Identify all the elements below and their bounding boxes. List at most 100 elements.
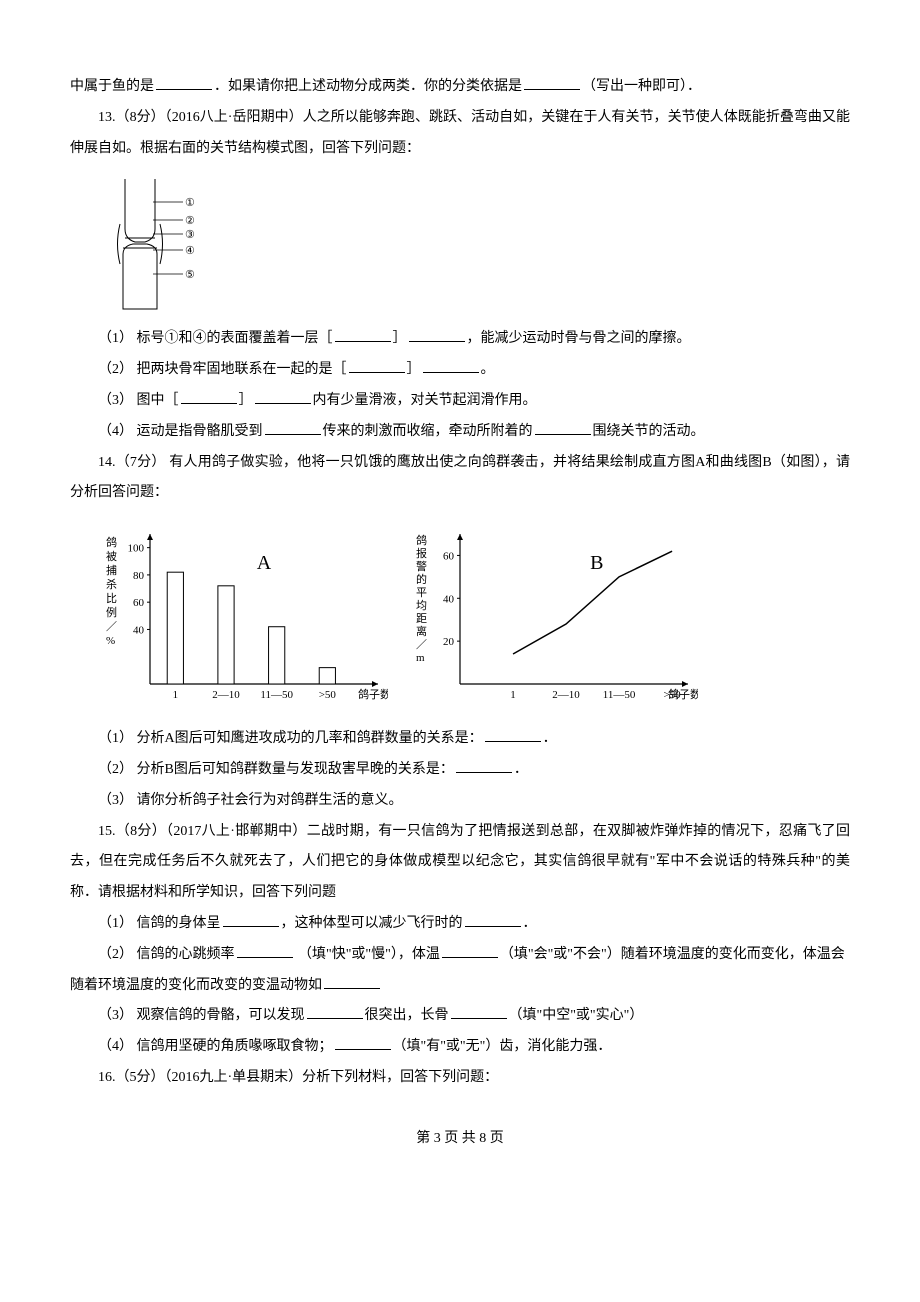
svg-text:／: ／ bbox=[106, 620, 117, 633]
text: 16.（5分）（2016九上·单县期末）分析下列材料，回答下列问题： bbox=[98, 1070, 498, 1085]
blank bbox=[349, 356, 405, 373]
footer-text: 第 3 页 共 8 页 bbox=[416, 1131, 504, 1146]
blank bbox=[442, 941, 498, 958]
svg-text:2—10: 2—10 bbox=[212, 689, 240, 701]
svg-text:1: 1 bbox=[510, 689, 516, 701]
joint-diagram: ①②③④⑤ bbox=[105, 174, 850, 314]
text: （填"有"或"无"）齿，消化能力强． bbox=[393, 1039, 612, 1054]
blank bbox=[255, 387, 311, 404]
svg-text:④: ④ bbox=[185, 245, 195, 257]
svg-text:／: ／ bbox=[416, 638, 427, 651]
svg-text:警: 警 bbox=[416, 559, 427, 573]
svg-text:距: 距 bbox=[416, 612, 427, 625]
blank bbox=[223, 910, 279, 927]
blank bbox=[181, 387, 237, 404]
q14-sub2: （2） 分析B图后可知鸽群数量与发现敌害早晚的关系是： ． bbox=[70, 755, 850, 786]
q15-header: 15.（8分）（2017八上·邯郸期中）二战时期，有一只信鸽为了把情报送到总部，… bbox=[70, 817, 850, 909]
svg-text:B: B bbox=[590, 552, 603, 574]
text: （1） 信鸽的身体呈 bbox=[98, 916, 221, 931]
text: （2） 把两块骨牢固地联系在一起的是［ bbox=[98, 362, 347, 377]
svg-text:40: 40 bbox=[133, 625, 145, 637]
text: 围绕关节的活动。 bbox=[593, 424, 705, 439]
blank bbox=[335, 326, 391, 343]
q13-sub4: （4） 运动是指骨骼肌受到传来的刺激而收缩，牵动所附着的围绕关节的活动。 bbox=[70, 417, 850, 448]
blank bbox=[237, 941, 293, 958]
svg-text:>50: >50 bbox=[319, 689, 337, 701]
text: ，这种体型可以减少飞行时的 bbox=[281, 916, 463, 931]
svg-text:的: 的 bbox=[416, 572, 427, 586]
text: ］ bbox=[407, 362, 421, 377]
svg-text:①: ① bbox=[185, 197, 195, 209]
q16-header: 16.（5分）（2016九上·单县期末）分析下列材料，回答下列问题： bbox=[70, 1063, 850, 1094]
blank bbox=[324, 972, 380, 989]
blank bbox=[535, 418, 591, 435]
svg-text:离: 离 bbox=[416, 624, 427, 638]
svg-text:80: 80 bbox=[133, 570, 145, 582]
text: ． bbox=[543, 731, 557, 746]
svg-text:m: m bbox=[416, 652, 425, 664]
blank bbox=[485, 725, 541, 742]
q15-sub4: （4） 信鸽用坚硬的角质喙啄取食物； （填"有"或"无"）齿，消化能力强． bbox=[70, 1032, 850, 1063]
svg-text:被: 被 bbox=[106, 550, 117, 563]
chart-b-box: 鸽报警的平均距离／m20406012—1011—50>50B鸽子数／只 bbox=[408, 524, 698, 709]
text: （1） 标号①和④的表面覆盖着一层［ bbox=[98, 331, 333, 346]
svg-text:例: 例 bbox=[106, 605, 117, 619]
text: 很突出，长骨 bbox=[365, 1008, 449, 1023]
svg-text:平: 平 bbox=[416, 587, 427, 599]
svg-text:11—50: 11—50 bbox=[260, 689, 293, 701]
q13-header: 13.（8分）（2016八上·岳阳期中）人之所以能够奔跑、跳跃、活动自如，关键在… bbox=[70, 103, 850, 165]
text: 14.（7分） 有人用鸽子做实验，他将一只饥饿的鹰放出使之向鸽群袭击，并将结果绘… bbox=[70, 455, 850, 501]
svg-text:报: 报 bbox=[416, 546, 427, 560]
blank bbox=[451, 1003, 507, 1020]
blank bbox=[465, 910, 521, 927]
blank bbox=[524, 73, 580, 90]
text: ． bbox=[523, 916, 537, 931]
blank bbox=[156, 73, 212, 90]
blank bbox=[307, 1003, 363, 1020]
q15-sub2: （2） 信鸽的心跳频率 （填"快"或"慢"），体温（填"会"或"不会"）随着环境… bbox=[70, 940, 850, 1002]
svg-text:60: 60 bbox=[133, 597, 145, 609]
q14-sub3: （3） 请你分析鸽子社会行为对鸽群生活的意义。 bbox=[70, 786, 850, 817]
q13-sub1: （1） 标号①和④的表面覆盖着一层［ ］ ，能减少运动时骨与骨之间的摩擦。 bbox=[70, 324, 850, 355]
text: （3） 观察信鸽的骨骼，可以发现 bbox=[98, 1008, 305, 1023]
svg-text:均: 均 bbox=[416, 599, 427, 612]
text: ． bbox=[514, 762, 528, 777]
joint-svg: ①②③④⑤ bbox=[105, 174, 200, 314]
text: 中属于鱼的是 bbox=[70, 79, 154, 94]
text: ，能减少运动时骨与骨之间的摩擦。 bbox=[467, 331, 691, 346]
q13-sub2: （2） 把两块骨牢固地联系在一起的是［ ］ 。 bbox=[70, 355, 850, 386]
text: （3） 请你分析鸽子社会行为对鸽群生活的意义。 bbox=[98, 793, 403, 808]
chart-container: 鸽被捕杀比例／%40608010012—1011—50>50A鸽子数／只 鸽报警… bbox=[98, 524, 850, 709]
blank bbox=[423, 356, 479, 373]
chart-b-svg: 鸽报警的平均距离／m20406012—1011—50>50B鸽子数／只 bbox=[408, 524, 698, 709]
svg-text:%: % bbox=[106, 635, 115, 647]
q13-sub3: （3） 图中［］内有少量滑液，对关节起润滑作用。 bbox=[70, 386, 850, 417]
svg-text:100: 100 bbox=[128, 543, 145, 555]
svg-text:捕: 捕 bbox=[106, 563, 117, 577]
svg-text:2—10: 2—10 bbox=[552, 689, 580, 701]
q14-sub1: （1） 分析A图后可知鹰进攻成功的几率和鸽群数量的关系是： ． bbox=[70, 724, 850, 755]
text: ．如果请你把上述动物分成两类．你的分类依据是 bbox=[214, 79, 522, 94]
svg-text:鸽子数／只: 鸽子数／只 bbox=[358, 687, 388, 701]
text: 13.（8分）（2016八上·岳阳期中）人之所以能够奔跑、跳跃、活动自如，关键在… bbox=[70, 110, 850, 156]
q15-sub3: （3） 观察信鸽的骨骼，可以发现很突出，长骨（填"中空"或"实心"） bbox=[70, 1001, 850, 1032]
text: 传来的刺激而收缩，牵动所附着的 bbox=[323, 424, 533, 439]
svg-text:③: ③ bbox=[185, 229, 195, 241]
page-footer: 第 3 页 共 8 页 bbox=[70, 1124, 850, 1155]
chart-a-svg: 鸽被捕杀比例／%40608010012—1011—50>50A鸽子数／只 bbox=[98, 524, 388, 709]
svg-text:②: ② bbox=[185, 215, 195, 227]
text: （写出一种即可）． bbox=[582, 79, 701, 94]
svg-text:1: 1 bbox=[173, 689, 179, 701]
text: 。 bbox=[481, 362, 495, 377]
svg-text:20: 20 bbox=[443, 636, 455, 648]
text: ］ bbox=[393, 331, 407, 346]
text: （1） 分析A图后可知鹰进攻成功的几率和鸽群数量的关系是： bbox=[98, 731, 483, 746]
blank bbox=[265, 418, 321, 435]
svg-text:11—50: 11—50 bbox=[603, 689, 636, 701]
text: （4） 信鸽用坚硬的角质喙啄取食物； bbox=[98, 1039, 333, 1054]
svg-text:比: 比 bbox=[106, 592, 117, 605]
q14-header: 14.（7分） 有人用鸽子做实验，他将一只饥饿的鹰放出使之向鸽群袭击，并将结果绘… bbox=[70, 448, 850, 510]
text: （2） 分析B图后可知鸽群数量与发现敌害早晚的关系是： bbox=[98, 762, 454, 777]
text: 内有少量滑液，对关节起润滑作用。 bbox=[313, 393, 537, 408]
svg-text:鸽: 鸽 bbox=[106, 535, 117, 549]
